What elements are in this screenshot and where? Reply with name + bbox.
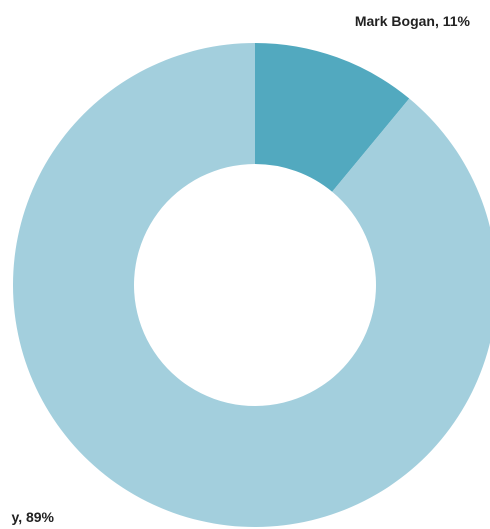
slice-label-other: y, 89% (11, 509, 54, 525)
slice-label-mark-bogan: Mark Bogan, 11% (355, 13, 471, 29)
donut-slice-other (13, 43, 490, 527)
donut-slice-mark-bogan (255, 43, 410, 192)
donut-slices (13, 43, 490, 527)
